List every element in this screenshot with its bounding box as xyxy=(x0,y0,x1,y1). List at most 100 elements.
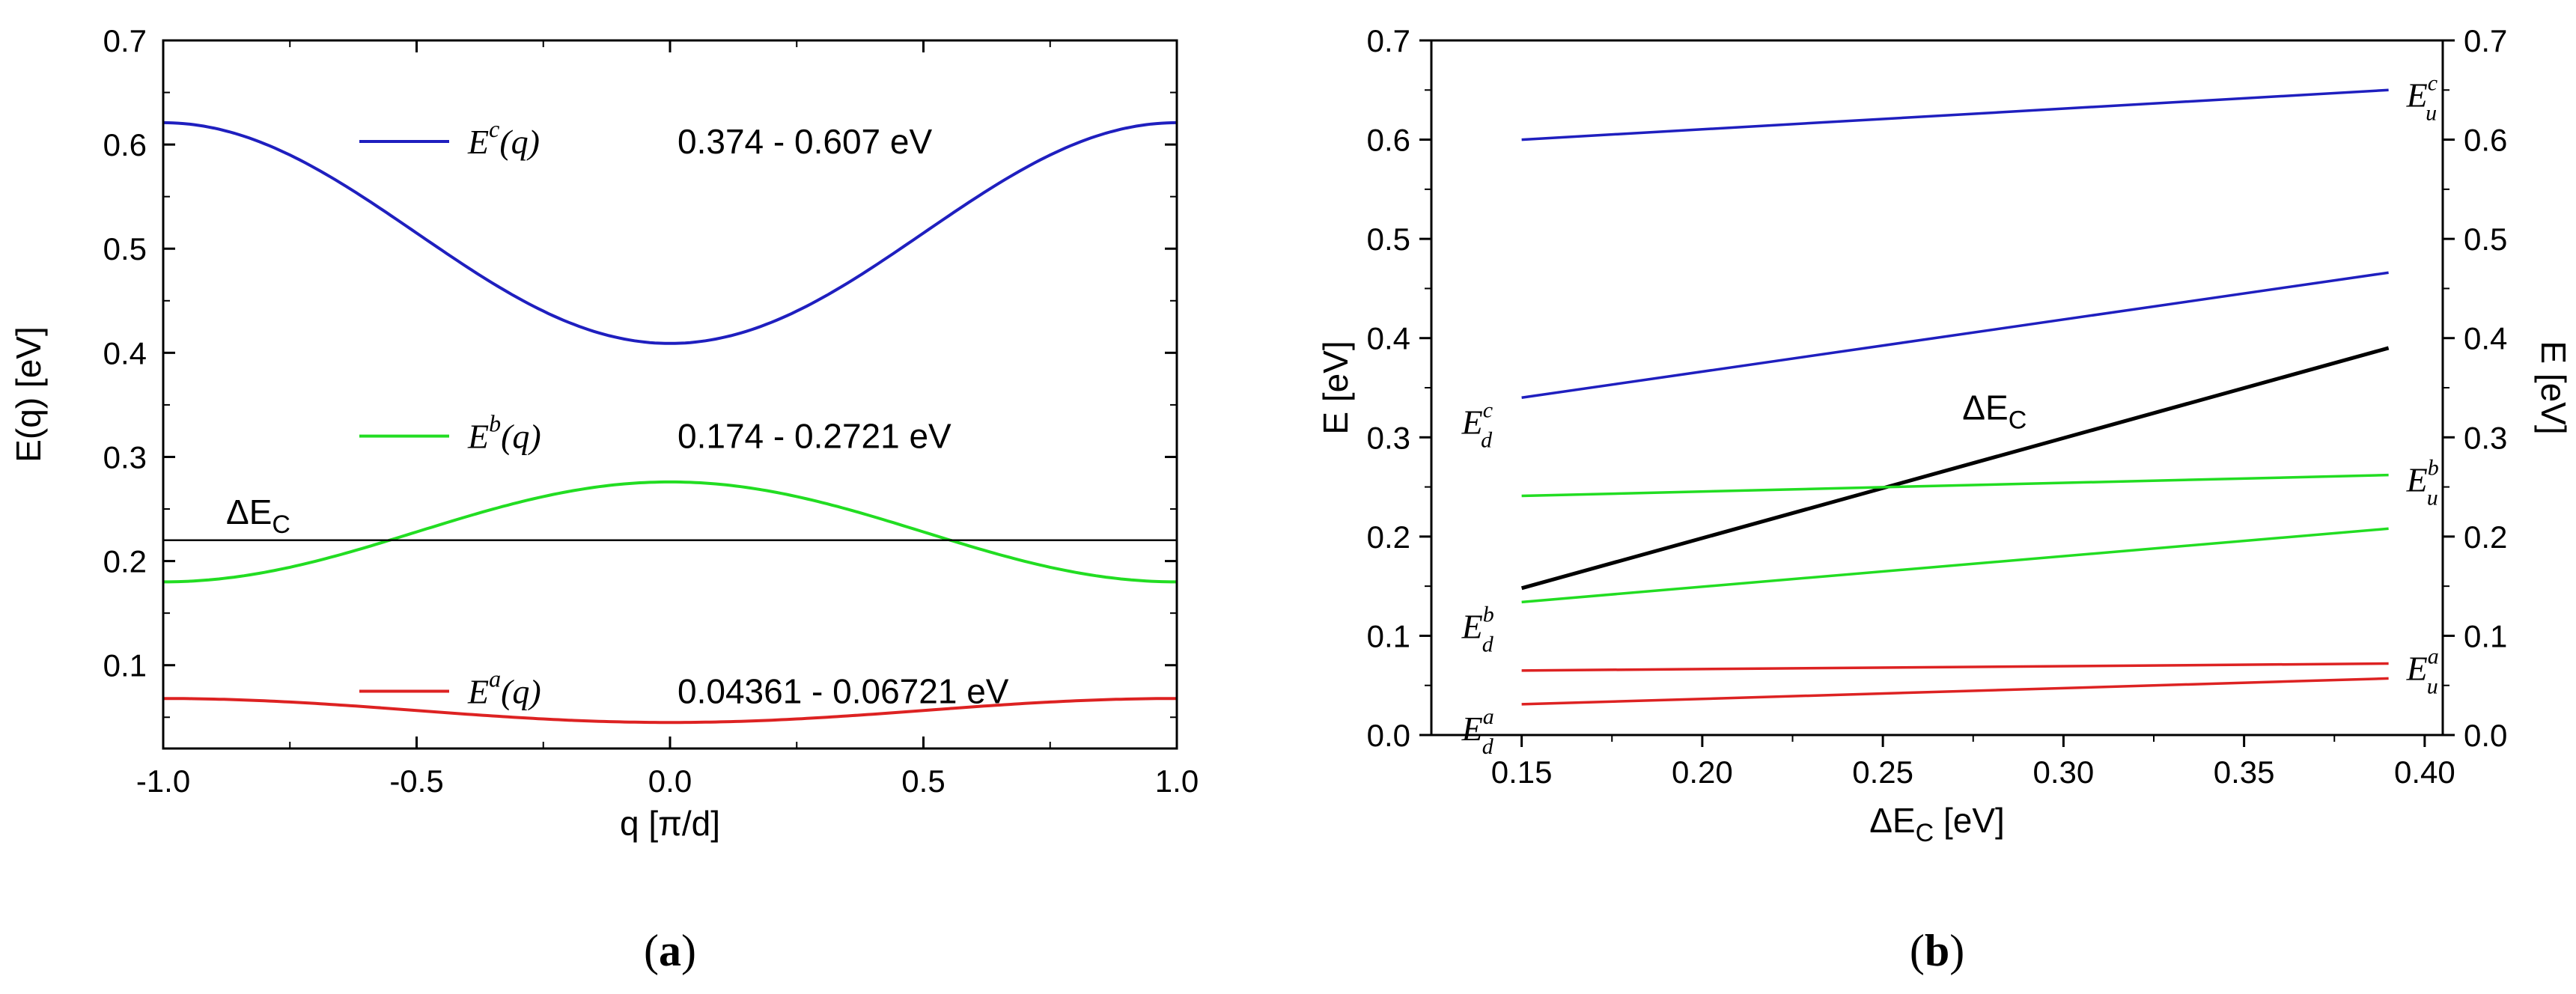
xlabel-unit: [eV] xyxy=(1934,801,2005,840)
hline-label-base: ΔE xyxy=(226,493,272,531)
ytick-label-b: 0.3 xyxy=(1367,420,1410,455)
line-label-sup: b xyxy=(1483,602,1494,626)
line-label-base: E xyxy=(2406,76,2428,114)
line-label-Ebd: Eb d xyxy=(1461,602,1494,656)
xlabel-sub: C xyxy=(1916,819,1934,847)
legend-range-Ec: 0.374 - 0.607 eV xyxy=(678,122,932,161)
plot-frame-a xyxy=(162,39,1178,750)
xlabel-a: q [π/d] xyxy=(620,804,720,843)
legend-arg: (q) xyxy=(499,123,540,161)
line-label-sub: u xyxy=(2427,674,2438,699)
line-label-sup: c xyxy=(1483,397,1493,422)
legend-label-Eb: Eb(q) xyxy=(467,410,541,456)
xtick-label-b: 0.20 xyxy=(1672,754,1733,790)
line-Ecu xyxy=(1521,88,2389,141)
line-label-base: E xyxy=(2406,461,2428,499)
xlabel-base: ΔE xyxy=(1869,801,1915,840)
legend-arg: (q) xyxy=(501,672,541,710)
ytick-label-b: 0.0 xyxy=(1367,718,1410,753)
line-label-sub: d xyxy=(1482,632,1494,656)
line-label-base: E xyxy=(1461,607,1483,645)
line-label-Eau: Ea u xyxy=(2406,644,2439,699)
xtick-label-b: 0.15 xyxy=(1491,754,1553,790)
line-Ead xyxy=(1521,677,2389,706)
line-label-dEc: ΔEC xyxy=(1962,388,2027,434)
ytick-label-b: 0.4 xyxy=(1367,321,1410,356)
ytick-label-b-right: 0.0 xyxy=(2464,718,2507,753)
line-label-base: ΔE xyxy=(1962,388,2008,427)
ylabel-a: E(q) [eV] xyxy=(9,326,48,463)
line-Ecd xyxy=(1521,271,2389,399)
ytick-label-a: 0.1 xyxy=(103,648,147,683)
panel-paren-close: ) xyxy=(1949,926,1964,975)
line-label-sub: d xyxy=(1482,734,1494,759)
panel-paren-open: ( xyxy=(644,926,659,975)
ytick-label-a: 0.3 xyxy=(103,439,147,475)
line-label-sub: C xyxy=(2009,406,2027,434)
ytick-label-a: 0.6 xyxy=(103,127,147,162)
line-label-sup: a xyxy=(2428,644,2439,669)
xtick-label-a: 1.0 xyxy=(1155,763,1199,799)
ytick-label-b: 0.2 xyxy=(1367,519,1410,555)
panel-label-b: (b) xyxy=(1910,926,1964,975)
ytick-label-b-right: 0.4 xyxy=(2464,321,2507,356)
hline-label: ΔEC xyxy=(226,493,290,539)
ytick-label-b-right: 0.2 xyxy=(2464,519,2507,555)
line-label-base: E xyxy=(1461,403,1483,441)
line-label-sub: d xyxy=(1481,427,1493,452)
line-Ebu xyxy=(1521,473,2389,498)
xtick-label-a: -0.5 xyxy=(389,763,443,799)
legend-arg: (q) xyxy=(501,418,541,456)
legend-label-Ea: Ea(q) xyxy=(467,665,541,710)
xtick-label-b: 0.35 xyxy=(2214,754,2275,790)
panel-letter: a xyxy=(659,926,681,975)
ytick-label-b: 0.1 xyxy=(1367,618,1410,653)
line-label-sup: a xyxy=(1483,704,1494,729)
line-label-Ecu: Ec u xyxy=(2406,70,2438,125)
xlabel-b: ΔEC [eV] xyxy=(1869,801,2005,847)
ytick-label-b-right: 0.1 xyxy=(2464,618,2507,653)
legend-range-Ea: 0.04361 - 0.06721 eV xyxy=(678,671,1009,710)
ytick-label-b-right: 0.7 xyxy=(2464,23,2507,58)
ytick-label-b-right: 0.6 xyxy=(2464,123,2507,158)
ytick-label-b: 0.6 xyxy=(1367,123,1410,158)
line-Ebd xyxy=(1521,527,2389,604)
line-Eau xyxy=(1521,662,2389,672)
legend-base: E xyxy=(467,123,489,161)
curve-Ea xyxy=(163,697,1177,725)
ylabel-b: E [eV] xyxy=(1316,341,1355,434)
curve-Ec xyxy=(162,121,1178,345)
panel-paren-close: ) xyxy=(681,926,696,975)
legend-base: E xyxy=(467,672,489,710)
legend-sup: a xyxy=(489,665,501,692)
legend-range-Eb: 0.174 - 0.2721 eV xyxy=(678,417,951,456)
line-label-sub: u xyxy=(2427,486,2438,510)
xtick-label-b: 0.30 xyxy=(2033,754,2095,790)
xtick-label-b: 0.25 xyxy=(1852,754,1913,790)
ytick-label-b-right: 0.5 xyxy=(2464,222,2507,257)
xtick-label-a: -1.0 xyxy=(136,763,190,799)
line-label-base: E xyxy=(1461,710,1483,748)
xtick-label-b: 0.40 xyxy=(2394,754,2455,790)
ytick-label-b-right: 0.3 xyxy=(2464,420,2507,455)
line-dEc xyxy=(1520,346,2390,591)
line-label-sub: u xyxy=(2426,100,2437,125)
legend-sup: c xyxy=(489,115,499,142)
legend-label-Ec: Ec(q) xyxy=(467,115,540,161)
line-label-base: E xyxy=(2406,650,2428,688)
ytick-label-a: 0.4 xyxy=(103,335,147,371)
ytick-label-a: 0.5 xyxy=(103,231,147,266)
ytick-label-a: 0.2 xyxy=(103,544,147,579)
panel-letter: b xyxy=(1925,926,1949,975)
xtick-label-a: 0.0 xyxy=(648,763,692,799)
line-label-Ebu: Eb u xyxy=(2406,456,2439,510)
legend-sup: b xyxy=(489,410,501,437)
line-label-Ecd: Ec d xyxy=(1461,397,1493,452)
panel-paren-open: ( xyxy=(1910,926,1925,975)
line-label-sup: c xyxy=(2428,70,2438,95)
line-label-Ead: Ea d xyxy=(1461,704,1494,759)
ytick-label-b: 0.5 xyxy=(1367,222,1410,257)
ylabel-b-right: E [eV] xyxy=(2534,341,2573,434)
